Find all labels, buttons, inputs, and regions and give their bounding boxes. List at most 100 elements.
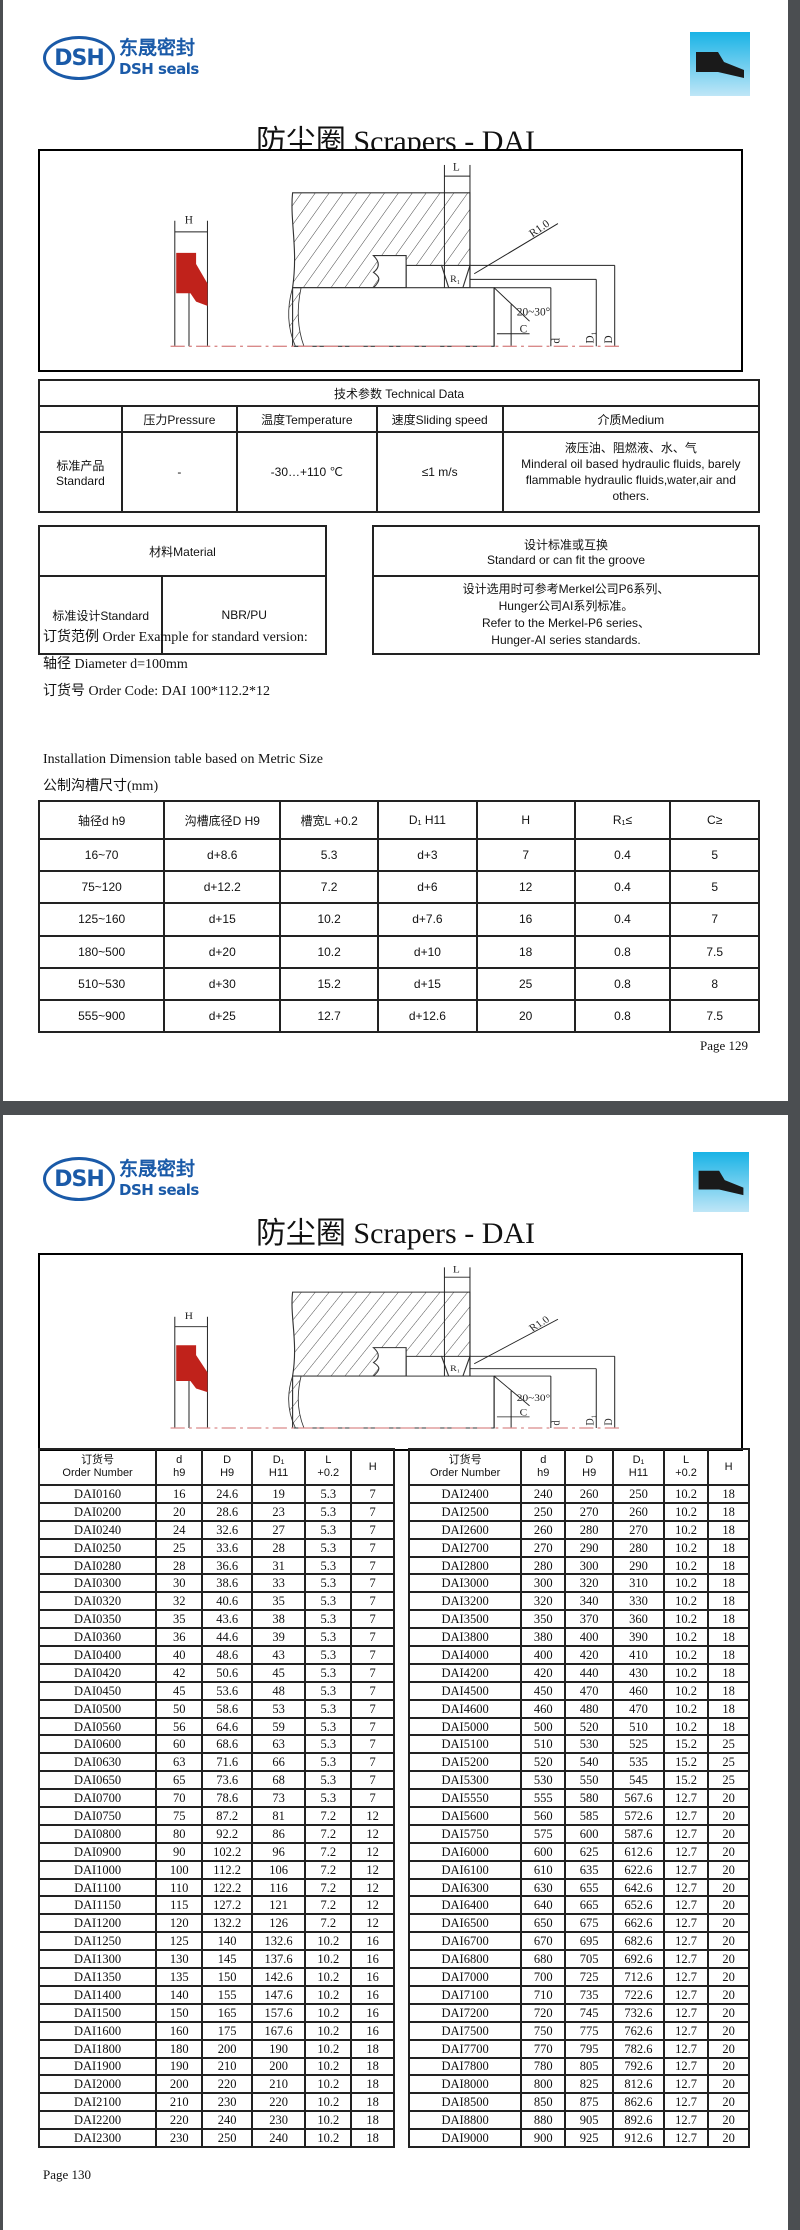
order-row: DAI0600 60 68.6 63 5.3 7 bbox=[37, 1734, 395, 1755]
order-dimension-cell: 7 bbox=[350, 1680, 395, 1701]
seal-in-groove bbox=[372, 1347, 407, 1377]
order-number-cell: DAI2500 bbox=[407, 1501, 523, 1522]
dimension-cell: 12 bbox=[475, 870, 576, 905]
order-dimension-cell: 12 bbox=[350, 1877, 395, 1898]
order-dimension-cell: 925 bbox=[564, 2128, 614, 2148]
order-dimension-cell: 10.2 bbox=[304, 2074, 353, 2095]
order-dimension-cell: 480 bbox=[564, 1698, 614, 1719]
dimension-cell: 18 bbox=[475, 934, 576, 969]
order-column-header: D₁ H11 bbox=[250, 1448, 307, 1486]
order-dimension-cell: 53 bbox=[250, 1698, 307, 1719]
order-dimension-cell: 12 bbox=[350, 1823, 395, 1844]
order-dimension-cell: 28 bbox=[155, 1555, 204, 1576]
dimension-cell: 16~70 bbox=[37, 838, 166, 873]
order-dimension-cell: 7 bbox=[350, 1609, 395, 1630]
order-number-cell: DAI0450 bbox=[37, 1680, 158, 1701]
order-row: DAI0650 65 73.6 68 5.3 7 bbox=[37, 1770, 395, 1791]
dimension-cell: d+6 bbox=[377, 870, 478, 905]
order-dimension-cell: 43 bbox=[250, 1645, 307, 1665]
order-dimension-cell: 157.6 bbox=[250, 2002, 307, 2023]
order-dimension-cell: 732.6 bbox=[611, 2002, 665, 2023]
order-number-cell: DAI1300 bbox=[37, 1949, 158, 1970]
label-angle: 20~30° bbox=[517, 1393, 550, 1403]
order-dimension-cell: 12.7 bbox=[662, 2092, 710, 2113]
order-dimension-cell: 115 bbox=[155, 1895, 204, 1916]
order-dimension-cell: 18 bbox=[707, 1609, 750, 1630]
order-dimension-cell: 40.6 bbox=[201, 1591, 253, 1612]
dimension-cell: 10.2 bbox=[279, 902, 380, 937]
order-row: DAI0560 56 64.6 59 5.3 7 bbox=[37, 1716, 395, 1737]
material-table: 材料Material 标准设计Standard NBR/PU bbox=[37, 525, 327, 655]
order-row: DAI7200 720 745 732.6 12.7 20 bbox=[407, 2002, 750, 2023]
order-dimension-cell: 7.2 bbox=[304, 1895, 353, 1916]
order-row: DAI7000 700 725 712.6 12.7 20 bbox=[407, 1967, 750, 1987]
order-dimension-cell: 28 bbox=[250, 1537, 307, 1558]
order-dimension-cell: 290 bbox=[564, 1537, 614, 1558]
order-dimension-cell: 7 bbox=[350, 1716, 395, 1737]
order-dimension-cell: 132.2 bbox=[201, 1913, 253, 1934]
order-dimension-cell: 20 bbox=[707, 2092, 750, 2113]
order-dimension-cell: 240 bbox=[250, 2128, 307, 2148]
order-dimension-cell: 7 bbox=[350, 1645, 395, 1665]
order-dimension-cell: 670 bbox=[520, 1931, 567, 1952]
order-dimension-cell: 7.2 bbox=[304, 1823, 353, 1844]
dimension-cell: 0.8 bbox=[573, 966, 672, 1001]
order-dimension-cell: 190 bbox=[250, 2038, 307, 2059]
order-dimension-cell: 675 bbox=[564, 1913, 614, 1934]
order-number-cell: DAI0240 bbox=[37, 1519, 158, 1540]
order-number-cell: DAI0650 bbox=[37, 1770, 158, 1791]
order-example-code: 订货号 Order Code: DAI 100*112.2*12 bbox=[43, 684, 270, 699]
order-row: DAI8000 800 825 812.6 12.7 20 bbox=[407, 2074, 750, 2095]
order-dimension-cell: 430 bbox=[611, 1662, 665, 1683]
order-dimension-cell: 16 bbox=[350, 2002, 395, 2023]
order-dimension-cell: 25 bbox=[155, 1537, 204, 1558]
order-row: DAI4200 420 440 430 10.2 18 bbox=[407, 1662, 750, 1683]
order-dimension-cell: 10.2 bbox=[304, 1984, 353, 2005]
logo-mark: DSH bbox=[43, 1157, 115, 1201]
order-dimension-cell: 652.6 bbox=[611, 1895, 665, 1916]
order-dimension-cell: 270 bbox=[564, 1501, 614, 1522]
order-row: DAI6800 680 705 692.6 12.7 20 bbox=[407, 1949, 750, 1970]
order-dimension-cell: 50.6 bbox=[201, 1662, 253, 1683]
order-number-cell: DAI5100 bbox=[407, 1734, 523, 1755]
order-dimension-cell: 10.2 bbox=[304, 2128, 353, 2148]
order-dimension-cell: 775 bbox=[564, 2020, 614, 2041]
order-number-cell: DAI1400 bbox=[37, 1984, 158, 2005]
order-dimension-cell: 270 bbox=[520, 1537, 567, 1558]
order-dimension-cell: 75 bbox=[155, 1806, 204, 1826]
order-dimension-cell: 420 bbox=[564, 1645, 614, 1665]
order-dimension-cell: 7.2 bbox=[304, 1877, 353, 1898]
order-dimension-cell: 12.7 bbox=[662, 1931, 710, 1952]
logo-name-cn: 东晟密封 bbox=[119, 37, 196, 59]
dimension-cell: 25 bbox=[475, 966, 576, 1001]
dimension-lines bbox=[174, 1267, 616, 1428]
order-number-cell: DAI0500 bbox=[37, 1698, 158, 1719]
order-dimension-cell: 20 bbox=[707, 2074, 750, 2095]
order-row: DAI1100 110 122.2 116 7.2 12 bbox=[37, 1877, 395, 1898]
order-dimension-cell: 320 bbox=[564, 1573, 614, 1594]
order-dimension-cell: 875 bbox=[564, 2092, 614, 2113]
tech-col-speed: 速度Sliding speed bbox=[375, 405, 504, 433]
order-dimension-cell: 16 bbox=[350, 2020, 395, 2041]
order-dimension-cell: 10.2 bbox=[304, 2092, 353, 2113]
order-row: DAI1600 160 175 167.6 10.2 16 bbox=[37, 2020, 395, 2041]
order-dimension-cell: 150 bbox=[201, 1967, 253, 1987]
order-column-header: D H9 bbox=[564, 1448, 614, 1486]
order-dimension-cell: 7 bbox=[350, 1555, 395, 1576]
order-dimension-cell: 350 bbox=[520, 1609, 567, 1630]
order-number-cell: DAI4600 bbox=[407, 1698, 523, 1719]
order-dimension-cell: 20 bbox=[707, 1806, 750, 1826]
order-dimension-cell: 5.3 bbox=[304, 1484, 353, 1504]
order-dimension-cell: 180 bbox=[155, 2038, 204, 2059]
dimension-cell: 7.5 bbox=[669, 998, 760, 1034]
order-dimension-cell: 18 bbox=[350, 2074, 395, 2095]
cross-section-svg: L H R1.0 R₁ 20~30° C d D₁ D bbox=[170, 1265, 622, 1429]
order-dimension-cell: 10.2 bbox=[304, 2038, 353, 2059]
order-dimension-cell: 280 bbox=[520, 1555, 567, 1576]
order-dimension-cell: 18 bbox=[707, 1627, 750, 1648]
order-dimension-cell: 36 bbox=[155, 1627, 204, 1648]
order-dimension-cell: 725 bbox=[564, 1967, 614, 1987]
order-dimension-cell: 70 bbox=[155, 1788, 204, 1809]
order-dimension-cell: 630 bbox=[520, 1877, 567, 1898]
order-table-right: 订货号 Order Number d h9 D H9 D₁ H11 L +0.2 H DAI2400 2… bbox=[407, 1448, 750, 2148]
